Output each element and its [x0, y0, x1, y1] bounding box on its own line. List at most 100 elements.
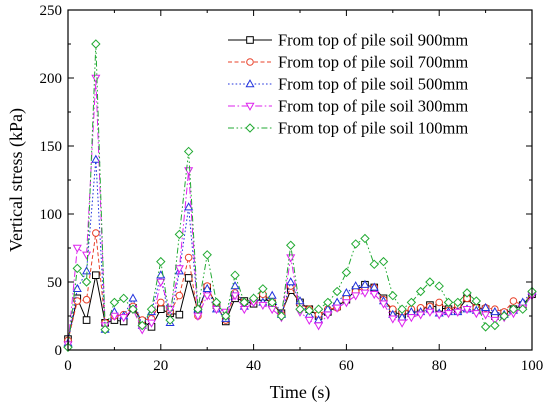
data-point [91, 39, 101, 49]
data-point [471, 296, 482, 306]
data-point [92, 229, 100, 237]
data-point [248, 293, 259, 304]
data-point [499, 311, 509, 321]
data-point [453, 308, 463, 317]
data-point [267, 290, 277, 299]
data-point [81, 277, 92, 287]
data-point [118, 293, 129, 304]
data-point [388, 315, 398, 324]
data-point [397, 319, 407, 328]
legend-label: From top of pile soil 100mm [278, 119, 468, 138]
data-point [258, 301, 268, 311]
data-point [508, 304, 519, 314]
plot-marks [63, 39, 537, 352]
data-point [230, 270, 240, 280]
series-line [67, 232, 533, 341]
data-point [174, 265, 184, 274]
series-3 [63, 154, 537, 347]
data-point [351, 281, 361, 290]
data-point [490, 316, 500, 326]
data-point [295, 296, 305, 305]
data-point [73, 297, 82, 305]
data-point [351, 292, 361, 301]
data-point [369, 291, 379, 300]
data-point [480, 322, 491, 332]
data-point [72, 244, 82, 253]
data-point [332, 286, 342, 297]
data-point [490, 306, 500, 316]
data-point [332, 297, 342, 306]
data-point [183, 146, 194, 157]
x-tick-label: 40 [246, 358, 261, 374]
data-point [119, 314, 129, 323]
data-point [341, 267, 352, 278]
legend-marker [245, 102, 255, 111]
legend-label: From top of pile soil 500mm [278, 75, 468, 94]
data-point [128, 304, 138, 314]
data-point [91, 154, 101, 163]
legend-item: From top of pile soil 500mm [228, 75, 468, 94]
y-tick-label: 50 [47, 275, 62, 291]
data-point [323, 311, 333, 320]
data-point [184, 253, 193, 262]
data-point [184, 274, 193, 282]
y-axis-title: Vertical stress (kPa) [6, 108, 27, 252]
legend-marker [245, 123, 255, 133]
data-point [416, 311, 426, 320]
data-point [462, 288, 472, 298]
data-point [109, 297, 120, 308]
data-point [518, 304, 528, 314]
data-point [490, 320, 500, 331]
data-point [82, 251, 92, 260]
data-point [481, 311, 491, 320]
data-point [471, 310, 481, 319]
data-point [193, 304, 203, 314]
data-point [397, 304, 407, 314]
data-point [314, 322, 324, 331]
data-point [82, 295, 91, 304]
data-point [443, 297, 454, 308]
data-point [360, 233, 370, 244]
data-point [82, 316, 91, 324]
x-tick-label: 20 [153, 358, 168, 374]
data-point [72, 263, 82, 274]
y-tick-label: 100 [40, 207, 63, 223]
data-point [435, 298, 444, 307]
data-point [286, 277, 296, 286]
data-point [230, 281, 240, 290]
y-tick-label: 150 [40, 139, 63, 155]
data-point [175, 291, 184, 300]
data-point [286, 240, 296, 250]
data-point [92, 271, 100, 279]
legend-item: From top of pile soil 900mm [228, 31, 468, 50]
data-point [341, 299, 351, 308]
data-point [239, 297, 250, 308]
data-point [360, 279, 370, 288]
data-point [202, 292, 212, 301]
data-point [137, 320, 147, 331]
data-point [128, 293, 138, 302]
axis-ticks [67, 9, 533, 351]
axis-tick-labels: 0 20 40 60 80 100 0 50 100 150 200 250 [40, 3, 544, 374]
data-point [211, 297, 222, 308]
data-point [157, 298, 165, 307]
data-point [369, 259, 379, 270]
y-tick-label: 250 [40, 3, 63, 19]
data-point [295, 304, 305, 314]
data-point [406, 297, 417, 308]
x-tick-label: 80 [432, 358, 447, 374]
data-point [174, 229, 185, 240]
data-point [156, 278, 166, 287]
data-point [378, 256, 389, 267]
data-point [415, 286, 426, 297]
legend-item: From top of pile soil 700mm [228, 53, 468, 72]
data-point [109, 312, 119, 321]
data-point [239, 306, 249, 315]
data-point [341, 287, 351, 297]
data-point [202, 250, 212, 260]
legend-item: From top of pile soil 300mm [228, 97, 468, 116]
data-point [425, 308, 435, 317]
data-point [443, 310, 454, 319]
data-point [100, 324, 110, 335]
